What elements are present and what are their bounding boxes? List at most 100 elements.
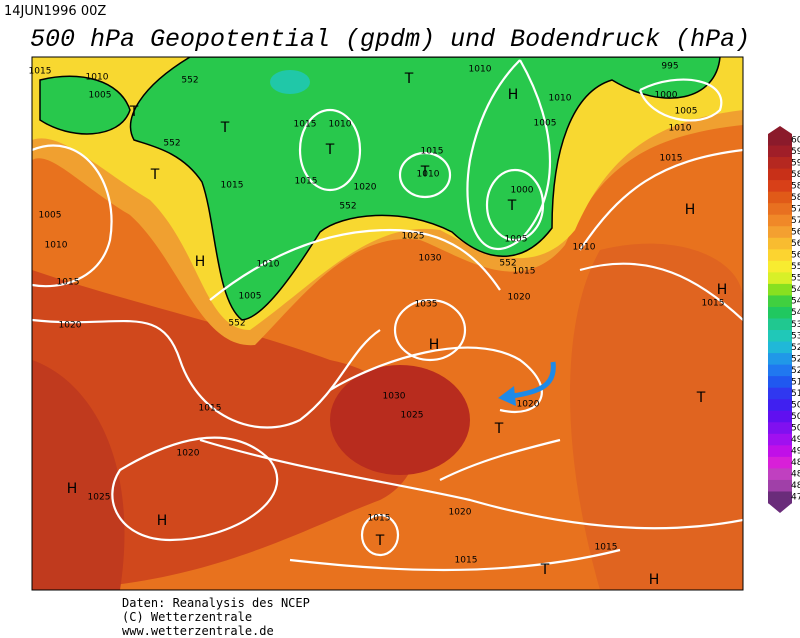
colorbar-band (768, 226, 792, 239)
colorbar-label: 516 (791, 377, 800, 387)
contour-label: 1015 (57, 278, 80, 288)
colorbar-label: 480 (791, 481, 800, 491)
contour-label: 1010 (549, 94, 572, 104)
pressure-center: T (150, 167, 160, 183)
contour-label: 1025 (401, 411, 424, 421)
contour-label: 1005 (505, 235, 528, 245)
contour-label: 1005 (534, 119, 557, 129)
colorbar-label: 504 (791, 412, 800, 422)
colorbar-band (768, 468, 792, 481)
pressure-center: H (508, 87, 519, 103)
contour-label: 1010 (417, 170, 440, 180)
colorbar-band (768, 479, 792, 492)
footer-line: www.wetterzentrale.de (122, 624, 274, 638)
contour-label: 1015 (29, 67, 52, 77)
contour-label: 1015 (421, 147, 444, 157)
colorbar-band (768, 295, 792, 308)
contour-label: 1020 (177, 449, 200, 459)
contour-label: 995 (661, 62, 678, 72)
colorbar-label: 588 (791, 170, 800, 180)
pressure-center: T (420, 164, 430, 180)
contour-label: 1010 (86, 73, 109, 83)
pressure-center: T (325, 142, 335, 158)
footer-line: Daten: Reanalysis des NCEP (122, 596, 310, 610)
colorbar-band (768, 376, 792, 389)
contour-label: 1015 (199, 404, 222, 414)
colorbar-band (768, 341, 792, 354)
colorbar-band (768, 191, 792, 204)
contour-label: 1005 (239, 292, 262, 302)
contour-label: 1005 (39, 211, 62, 221)
colorbar-band (768, 364, 792, 377)
map-date: 14JUN1996 00Z (4, 4, 106, 19)
pressure-center: T (220, 120, 230, 136)
contour-label: 552 (339, 202, 356, 212)
colorbar-label: 592 (791, 158, 800, 168)
contour-label: 552 (181, 76, 198, 86)
colorbar-band (768, 249, 792, 262)
colorbar-band (768, 399, 792, 412)
colorbar-label: 584 (791, 181, 800, 191)
colorbar-band (768, 272, 792, 285)
colorbar-label: 540 (791, 308, 800, 318)
colorbar-label: 548 (791, 285, 800, 295)
colorbar-band (768, 422, 792, 435)
pressure-center: T (404, 71, 414, 87)
contour-label: 1030 (419, 254, 442, 264)
colorbar-band (768, 134, 792, 147)
contour-label: 1015 (702, 299, 725, 309)
colorbar-band (768, 456, 792, 469)
pressure-center: T (540, 562, 550, 578)
contour-label: 1035 (415, 300, 438, 310)
contour-label: 1005 (675, 107, 698, 117)
contour-label: 1000 (511, 186, 534, 196)
contour-label: 1025 (88, 493, 111, 503)
map-field (32, 57, 743, 590)
pressure-center: T (696, 390, 706, 406)
colorbar-label: 600 (791, 135, 800, 145)
contour-label: 1020 (354, 183, 377, 193)
colorbar-label: 564 (791, 239, 800, 249)
colorbar-label: 568 (791, 228, 800, 238)
colorbar-band (768, 145, 792, 158)
colorbar-tip (768, 126, 792, 134)
contour-label: 1010 (45, 241, 68, 251)
pressure-center: H (685, 202, 696, 218)
contour-label: 1010 (257, 260, 280, 270)
colorbar-band (768, 157, 792, 170)
contour-label: 552 (163, 139, 180, 149)
pressure-center: H (67, 481, 78, 497)
colorbar-label: 488 (791, 458, 800, 468)
colorbar-band (768, 283, 792, 296)
contour-label: 1010 (573, 243, 596, 253)
map-title: 500 hPa Geopotential (gpdm) und Bodendru… (30, 25, 750, 54)
colorbar-band (768, 387, 792, 400)
pressure-center: H (717, 282, 728, 298)
pressure-center: H (157, 513, 168, 529)
colorbar-band (768, 491, 792, 504)
colorbar-label: 596 (791, 147, 800, 157)
contour-label: 1010 (469, 65, 492, 75)
contour-label: 1015 (595, 543, 618, 553)
contour-label: 1015 (368, 514, 391, 524)
pressure-center: T (129, 104, 139, 120)
footer-line: (C) Wetterzentrale (122, 610, 252, 624)
colorbar-label: 572 (791, 216, 800, 226)
contour-label: 1015 (660, 154, 683, 164)
colorbar-band (768, 318, 792, 331)
colorbar-band (768, 203, 792, 216)
contour-label: 1020 (59, 321, 82, 331)
colorbar-label: 560 (791, 251, 800, 261)
colorbar-label: 532 (791, 331, 800, 341)
contour-label: 1010 (329, 120, 352, 130)
pressure-center: H (429, 337, 440, 353)
colorbar-label: 556 (791, 262, 800, 272)
contour-label: 1015 (295, 177, 318, 187)
colorbar-label: 496 (791, 435, 800, 445)
contour-label: 1020 (517, 400, 540, 410)
contour-label: 1015 (455, 556, 478, 566)
colorbar-label: 492 (791, 447, 800, 457)
colorbar-label: 508 (791, 400, 800, 410)
colorbar-band (768, 410, 792, 423)
colorbar-label: 476 (791, 493, 800, 503)
